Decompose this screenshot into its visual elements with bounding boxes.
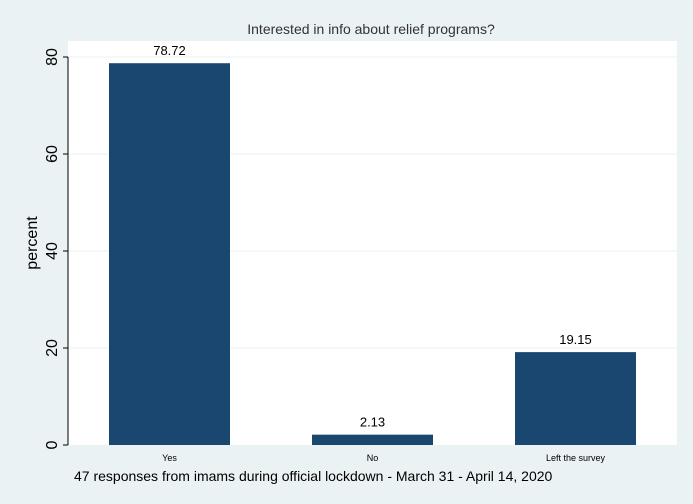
bar-value-label: 78.72 [153,43,186,58]
bars [109,63,636,445]
y-tick-label: 0 [44,440,61,449]
y-axis: 0 20 40 60 80 [44,48,69,449]
x-axis-tick-labels: Yes No Left the survey [162,453,605,463]
bar-value-label: 2.13 [360,415,385,430]
x-tick-label: Left the survey [546,453,606,463]
y-tick-label: 60 [44,145,61,163]
bar-no [312,434,433,445]
bar-left-the-survey [515,352,636,445]
x-tick-label: No [367,453,379,463]
x-tick-label: Yes [162,453,177,463]
y-tick-label: 80 [44,48,61,66]
y-tick-label: 40 [44,242,61,260]
bar-value-label: 19.15 [559,332,592,347]
chart-note: 47 responses from imams during official … [74,468,553,484]
y-axis-label: percent [24,216,41,270]
chart-title: Interested in info about relief programs… [247,21,495,37]
bar-value-labels: 78.72 2.13 19.15 [153,43,592,429]
y-tick-label: 20 [44,339,61,357]
bar-yes [109,63,230,445]
